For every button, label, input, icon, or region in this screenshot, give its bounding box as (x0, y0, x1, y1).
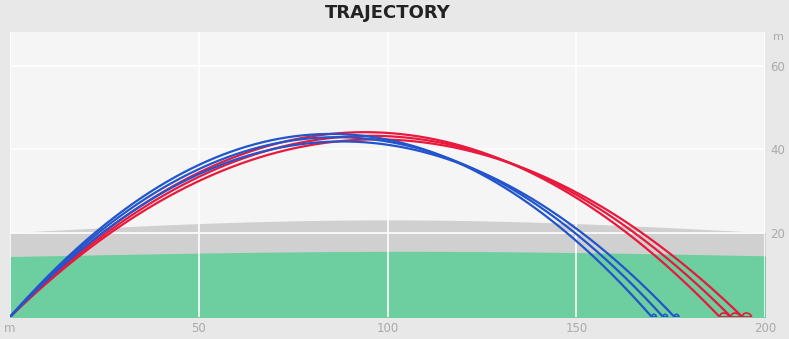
Title: TRAJECTORY: TRAJECTORY (324, 4, 451, 22)
Text: m: m (772, 32, 783, 42)
